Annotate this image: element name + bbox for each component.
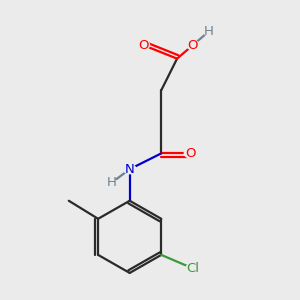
Text: N: N <box>125 163 135 176</box>
Ellipse shape <box>186 264 200 273</box>
Ellipse shape <box>137 40 149 50</box>
Text: O: O <box>185 147 196 160</box>
Ellipse shape <box>184 149 197 158</box>
Ellipse shape <box>123 165 136 174</box>
Text: O: O <box>188 39 198 52</box>
Ellipse shape <box>187 40 199 50</box>
Text: Cl: Cl <box>186 262 200 275</box>
Ellipse shape <box>107 178 117 187</box>
Ellipse shape <box>204 28 214 36</box>
Text: H: H <box>204 25 214 38</box>
Text: O: O <box>138 39 148 52</box>
Text: H: H <box>107 176 117 189</box>
